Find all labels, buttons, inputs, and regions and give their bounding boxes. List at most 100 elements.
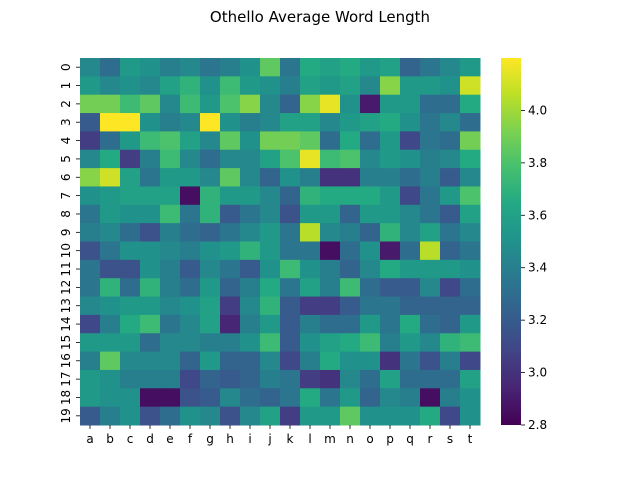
heatmap-cell-4-a [80, 131, 101, 151]
heatmap-cell-14-l [300, 314, 321, 334]
heatmap-cell-0-t [460, 58, 481, 77]
heatmap-cell-10-l [300, 241, 321, 261]
x-tick-label: r [428, 432, 433, 446]
heatmap-cell-3-s [440, 113, 461, 132]
x-tick-label: c [127, 432, 134, 446]
heatmap-cell-3-n [340, 113, 361, 132]
x-tick-label: t [468, 432, 473, 446]
heatmap-cell-4-m [320, 131, 341, 151]
heatmap-cell-3-r [420, 113, 441, 132]
heatmap-cell-17-a [80, 369, 101, 389]
heatmap-cell-0-p [380, 58, 401, 77]
heatmap-cell-0-s [440, 58, 461, 77]
heatmap-cell-13-e [160, 296, 181, 316]
heatmap-cell-12-j [260, 278, 281, 298]
y-tick-label: 18 [59, 390, 73, 405]
heatmap-cell-10-g [200, 241, 221, 261]
heatmap-cell-16-r [420, 351, 441, 371]
heatmap-cell-10-a [80, 241, 101, 261]
heatmap-cell-14-g [200, 314, 221, 334]
heatmap-cell-11-f [180, 259, 201, 279]
colorbar [501, 58, 521, 425]
heatmap-cell-9-r [420, 223, 441, 242]
heatmap-cell-0-g [200, 58, 221, 77]
heatmap-cell-3-o [360, 113, 381, 132]
heatmap-cell-3-m [320, 113, 341, 132]
y-tick-label: 5 [59, 155, 73, 163]
heatmap-cell-15-c [120, 333, 141, 353]
heatmap-cell-16-a [80, 351, 101, 371]
heatmap-cell-10-r [420, 241, 441, 261]
heatmap-cell-15-b [100, 333, 121, 353]
heatmap-cell-17-e [160, 369, 181, 389]
heatmap-cell-9-g [200, 223, 221, 242]
heatmap-cell-15-n [340, 333, 361, 353]
heatmap-cells [80, 58, 481, 426]
heatmap-cell-5-n [340, 149, 361, 169]
heatmap-cell-16-i [240, 351, 261, 371]
heatmap-cell-10-m [320, 241, 341, 261]
heatmap-cell-19-q [400, 406, 421, 426]
x-tick-label: q [406, 432, 414, 446]
heatmap-cell-15-j [260, 333, 281, 353]
heatmap-cell-19-h [220, 406, 241, 426]
heatmap-cell-10-q [400, 241, 421, 261]
heatmap-cell-1-j [260, 76, 281, 96]
heatmap-cell-4-c [120, 131, 141, 151]
heatmap-cell-1-h [220, 76, 241, 96]
heatmap-cell-19-n [340, 406, 361, 426]
heatmap-cell-18-j [260, 388, 281, 408]
heatmap-cell-14-a [80, 314, 101, 334]
heatmap-cell-2-q [400, 94, 421, 114]
heatmap-cell-1-i [240, 76, 261, 96]
x-tick-label: h [226, 432, 234, 446]
heatmap-cell-13-i [240, 296, 261, 316]
heatmap-cell-16-e [160, 351, 181, 371]
heatmap-cell-14-n [340, 314, 361, 334]
heatmap-cell-12-p [380, 278, 401, 298]
heatmap-cell-18-o [360, 388, 381, 408]
heatmap-cell-1-p [380, 76, 401, 96]
heatmap-cell-6-t [460, 168, 481, 187]
heatmap-cell-18-f [180, 388, 201, 408]
heatmap-cell-5-f [180, 149, 201, 169]
heatmap-cell-13-t [460, 296, 481, 316]
heatmap-cell-19-l [300, 406, 321, 426]
heatmap-cell-18-t [460, 388, 481, 408]
heatmap-cell-12-d [140, 278, 161, 298]
heatmap-cell-14-e [160, 314, 181, 334]
heatmap-cell-19-g [200, 406, 221, 426]
heatmap-cell-19-a [80, 406, 101, 426]
y-tick-label: 19 [59, 408, 73, 423]
heatmap-cell-17-d [140, 369, 161, 389]
heatmap-cell-16-s [440, 351, 461, 371]
heatmap-cell-17-c [120, 369, 141, 389]
heatmap-cell-3-t [460, 113, 481, 132]
heatmap-cell-8-f [180, 204, 201, 224]
x-tick-label: s [447, 432, 453, 446]
heatmap-cell-0-a [80, 58, 101, 77]
x-tick-label: f [188, 432, 193, 446]
y-tick-label: 3 [59, 118, 73, 126]
heatmap-cell-0-h [220, 58, 241, 77]
heatmap-cell-11-r [420, 259, 441, 279]
heatmap-cell-8-r [420, 204, 441, 224]
heatmap-cell-16-g [200, 351, 221, 371]
heatmap-cell-6-g [200, 168, 221, 187]
heatmap-cell-11-a [80, 259, 101, 279]
heatmap-cell-0-q [400, 58, 421, 77]
heatmap-cell-3-b [100, 113, 121, 132]
heatmap-cell-2-o [360, 94, 381, 114]
heatmap-cell-12-o [360, 278, 381, 298]
heatmap-cell-4-g [200, 131, 221, 151]
heatmap-cell-19-p [380, 406, 401, 426]
heatmap-cell-6-p [380, 168, 401, 187]
heatmap-cell-4-h [220, 131, 241, 151]
colorbar-tick-label: 3.0 [528, 366, 547, 380]
heatmap-cell-7-h [220, 186, 241, 206]
y-tick-label: 16 [59, 353, 73, 368]
heatmap-cell-7-q [400, 186, 421, 206]
heatmap-cell-18-e [160, 388, 181, 408]
heatmap-cell-3-h [220, 113, 241, 132]
heatmap-cell-1-s [440, 76, 461, 96]
